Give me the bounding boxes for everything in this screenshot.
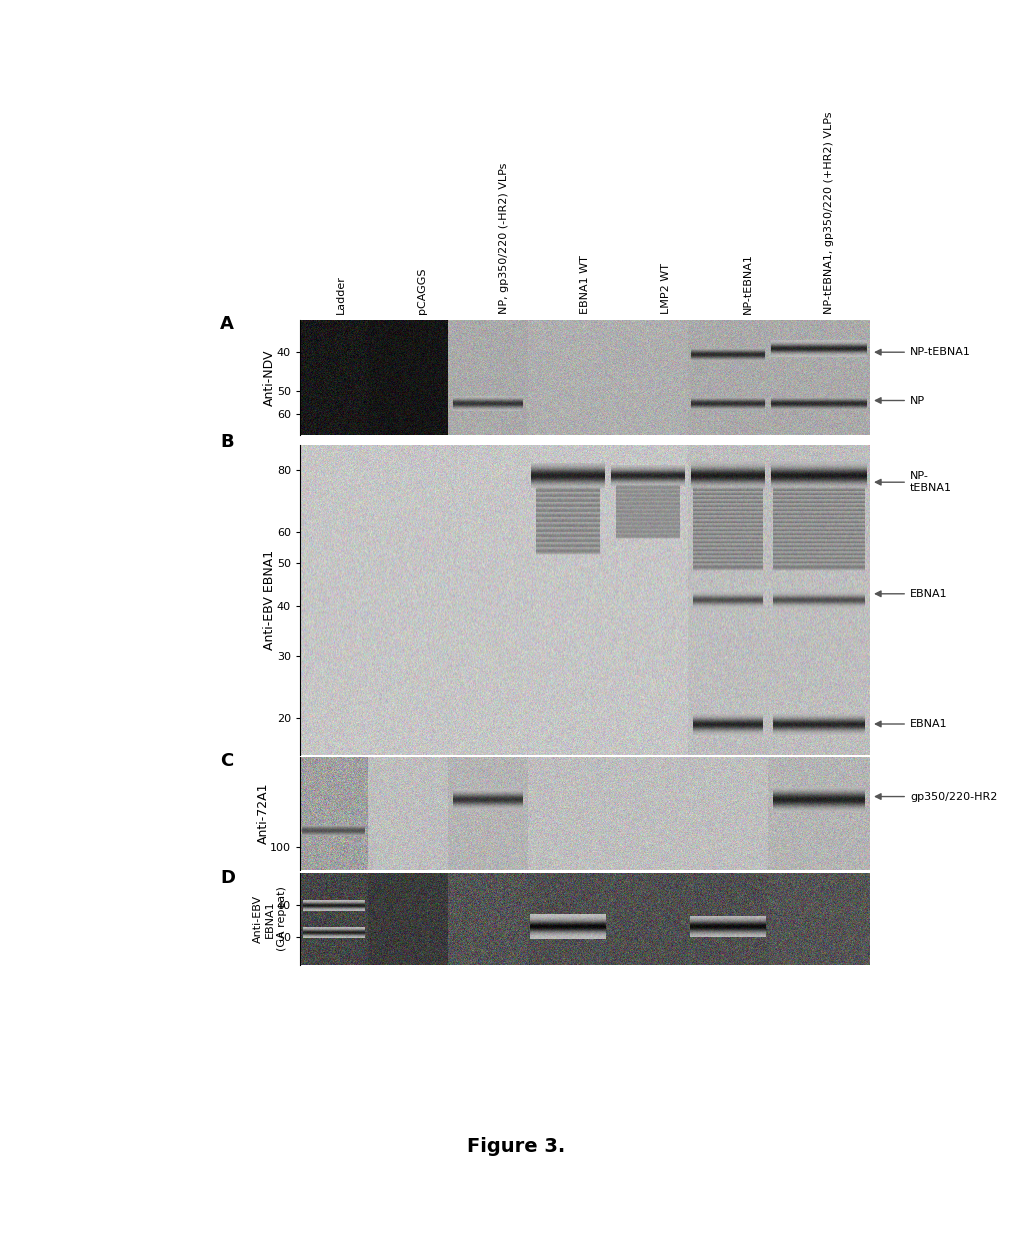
Text: A: A — [220, 316, 234, 333]
Y-axis label: Anti-72A1: Anti-72A1 — [257, 783, 269, 844]
Text: Ladder: Ladder — [335, 275, 346, 313]
Y-axis label: Anti-NDV: Anti-NDV — [263, 349, 277, 405]
Text: LMP2 WT: LMP2 WT — [662, 263, 672, 313]
Text: gp350/220-HR2: gp350/220-HR2 — [875, 792, 997, 802]
Text: EBNA1 WT: EBNA1 WT — [580, 255, 590, 313]
Text: B: B — [220, 432, 234, 451]
Text: NP-tEBNA1, gp350/220 (+HR2) VLPs: NP-tEBNA1, gp350/220 (+HR2) VLPs — [825, 112, 834, 313]
Text: D: D — [220, 870, 235, 887]
Text: NP-tEBNA1: NP-tEBNA1 — [743, 253, 753, 313]
Y-axis label: Anti-EBV
EBNA1
(GA repeat): Anti-EBV EBNA1 (GA repeat) — [253, 887, 287, 952]
Text: NP-tEBNA1: NP-tEBNA1 — [875, 347, 971, 357]
Text: NP: NP — [875, 395, 925, 405]
Text: EBNA1: EBNA1 — [875, 589, 947, 598]
Y-axis label: Anti-EBV EBNA1: Anti-EBV EBNA1 — [263, 550, 277, 650]
Text: pCAGGS: pCAGGS — [417, 268, 427, 313]
Text: Figure 3.: Figure 3. — [466, 1136, 566, 1156]
Text: NP, gp350/220 (-HR2) VLPs: NP, gp350/220 (-HR2) VLPs — [498, 162, 509, 313]
Text: C: C — [220, 752, 233, 771]
Text: EBNA1: EBNA1 — [875, 719, 947, 729]
Text: NP-
tEBNA1: NP- tEBNA1 — [875, 471, 952, 493]
